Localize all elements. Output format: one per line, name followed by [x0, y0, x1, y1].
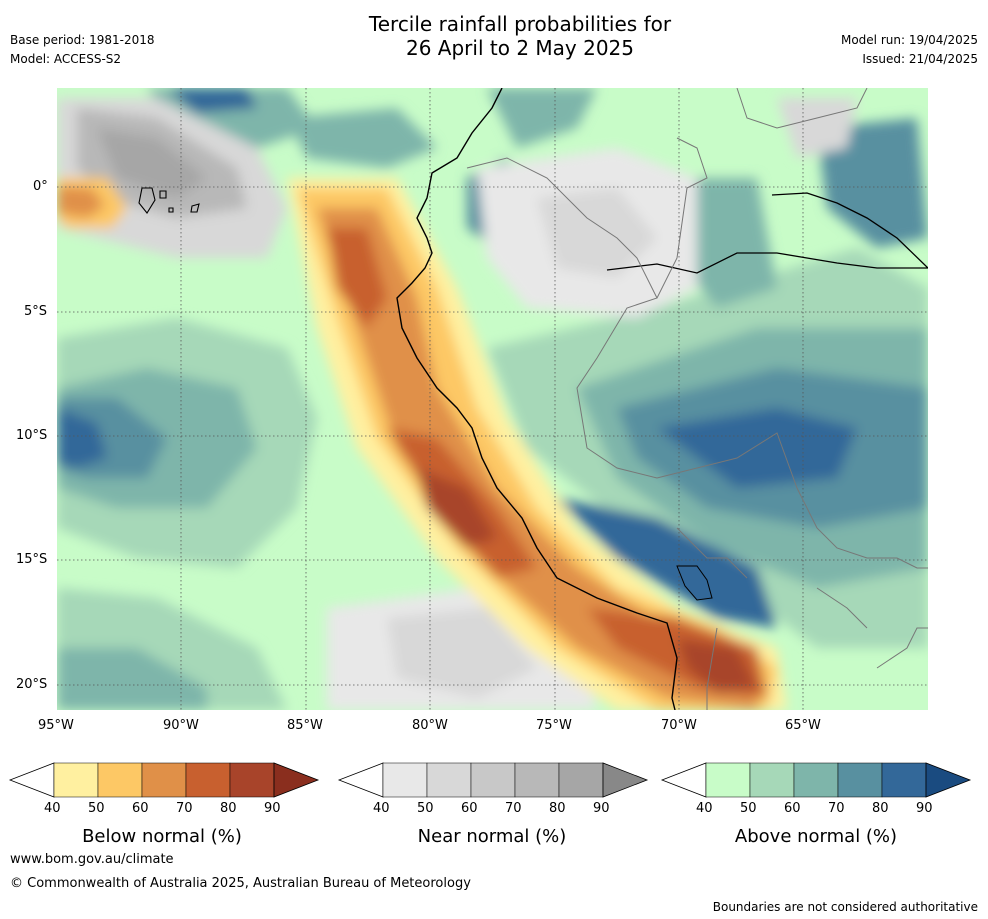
- below-field-coastal-8: [677, 638, 757, 693]
- above-tick-80: 80: [872, 801, 889, 816]
- x-tick-90w: 90°W: [163, 718, 199, 733]
- y-tick-15s: 15°S: [16, 552, 48, 567]
- below-colorbar-segment-1: [97, 762, 143, 798]
- below-tick-60: 60: [132, 801, 149, 816]
- near-tick-50: 50: [417, 801, 434, 816]
- model-run-label: Model run: 19/04/2025: [840, 33, 978, 47]
- near-colorbar-segment-4: [558, 762, 604, 798]
- near-colorbar-low-extend: [337, 762, 384, 798]
- below-normal-title: Below normal (%): [82, 826, 242, 847]
- coastline: [396, 88, 678, 710]
- near-colorbar-segment-2: [470, 762, 516, 798]
- above-field-northeast: [677, 178, 777, 308]
- below-tick-90: 90: [264, 801, 281, 816]
- below-field-coastal-4: [327, 228, 387, 328]
- near-field-northwest-3: [97, 128, 207, 198]
- y-tick-10s: 10°S: [16, 428, 48, 443]
- x-tick-75w: 75°W: [536, 718, 572, 733]
- below-colorbar-segment-4: [229, 762, 275, 798]
- below-tick-80: 80: [220, 801, 237, 816]
- below-tick-70: 70: [176, 801, 193, 816]
- near-field-south-2: [387, 608, 537, 698]
- near-tick-60: 60: [461, 801, 478, 816]
- above-tick-60: 60: [784, 801, 801, 816]
- model-label: Model: ACCESS-S2: [10, 52, 122, 66]
- above-field-north-2: [167, 88, 257, 113]
- x-tick-85w: 85°W: [287, 718, 323, 733]
- probability-fields: [57, 88, 928, 710]
- near-colorbar-high-extend: [602, 762, 649, 798]
- above-tick-40: 40: [696, 801, 713, 816]
- x-tick-65w: 65°W: [785, 718, 821, 733]
- lake-titicaca: [676, 565, 713, 601]
- above-field-north-3: [287, 108, 437, 168]
- website-link[interactable]: www.bom.gov.au/climate: [10, 852, 174, 867]
- above-field-northeast-2: [817, 118, 928, 248]
- map-svg: [57, 88, 928, 710]
- probability-map: [57, 88, 928, 710]
- copyright-text: © Commonwealth of Australia 2025, Austra…: [10, 876, 471, 891]
- near-colorbar-segment-0: [382, 762, 428, 798]
- above-field-north-4: [487, 88, 597, 148]
- below-field-west-blob-2: [57, 186, 105, 218]
- above-field-southwest-2: [57, 648, 207, 710]
- page-title: Tercile rainfall probabilities for 26 Ap…: [0, 12, 988, 60]
- near-tick-90: 90: [593, 801, 610, 816]
- above-normal-title: Above normal (%): [734, 826, 898, 847]
- above-field-east-5: [557, 498, 777, 628]
- below-tick-50: 50: [88, 801, 105, 816]
- above-tick-70: 70: [828, 801, 845, 816]
- below-colorbar-low-extend: [8, 762, 55, 798]
- above-tick-50: 50: [740, 801, 757, 816]
- above-colorbar-segment-1: [749, 762, 795, 798]
- boundaries-disclaimer: Boundaries are not considered authoritat…: [712, 900, 978, 914]
- gridlines: [57, 88, 928, 710]
- x-tick-95w: 95°W: [38, 718, 74, 733]
- above-colorbar-segment-2: [793, 762, 839, 798]
- country-borders: [466, 88, 928, 710]
- above-colorbar-low-extend: [660, 762, 707, 798]
- below-colorbar-segment-3: [185, 762, 231, 798]
- colorbar-below: [8, 762, 320, 798]
- near-colorbar-segment-1: [426, 762, 472, 798]
- x-tick-70w: 70°W: [661, 718, 697, 733]
- galapagos-islands: [138, 187, 200, 214]
- below-colorbar-segment-0: [53, 762, 99, 798]
- issued-label: Issued: 21/04/2025: [862, 52, 978, 66]
- near-tick-40: 40: [373, 801, 390, 816]
- below-colorbar-high-extend: [273, 762, 320, 798]
- title-line-2: 26 April to 2 May 2025: [406, 36, 634, 60]
- colorbar-above: [660, 762, 972, 798]
- colorbar-near: [337, 762, 649, 798]
- y-tick-5s: 5°S: [24, 304, 48, 319]
- base-period-label: Base period: 1981-2018: [10, 33, 155, 47]
- x-tick-80w: 80°W: [412, 718, 448, 733]
- near-normal-title: Near normal (%): [417, 826, 567, 847]
- y-tick-0: 0°: [33, 179, 48, 194]
- above-field-west-4: [57, 408, 107, 468]
- near-tick-70: 70: [505, 801, 522, 816]
- amazon-river: [606, 192, 928, 274]
- colorbars-svg: [8, 762, 972, 798]
- below-field-coastal-7: [417, 468, 497, 548]
- below-tick-40: 40: [44, 801, 61, 816]
- above-colorbar-segment-0: [705, 762, 751, 798]
- near-tick-80: 80: [549, 801, 566, 816]
- above-tick-90: 90: [916, 801, 933, 816]
- y-tick-20s: 20°S: [16, 677, 48, 692]
- title-line-1: Tercile rainfall probabilities for: [368, 12, 672, 36]
- above-colorbar-high-extend: [925, 762, 972, 798]
- above-colorbar-segment-3: [837, 762, 883, 798]
- below-colorbar-segment-2: [141, 762, 187, 798]
- near-field-north-continent-2: [537, 188, 657, 278]
- near-colorbar-segment-3: [514, 762, 560, 798]
- above-colorbar-segment-4: [881, 762, 927, 798]
- above-field-east-4: [657, 408, 857, 488]
